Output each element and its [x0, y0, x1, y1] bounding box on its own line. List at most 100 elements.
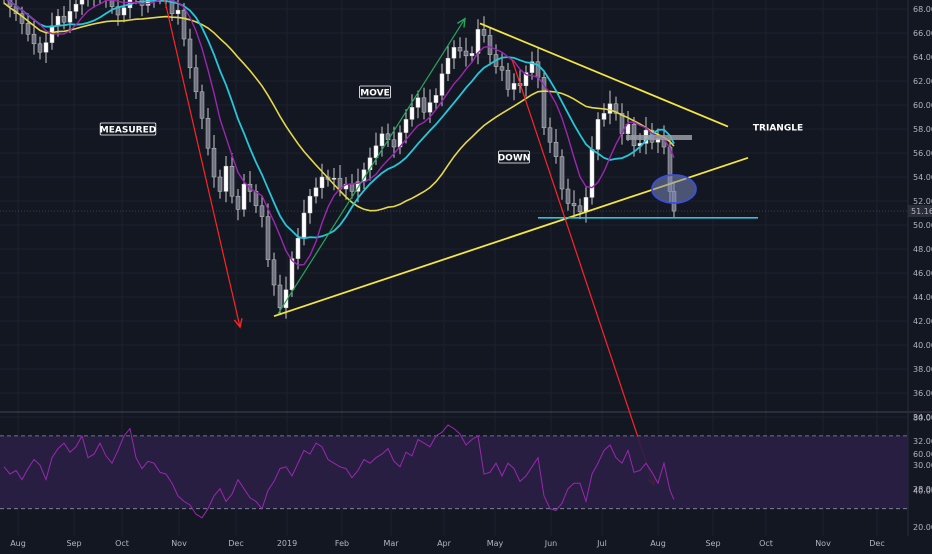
oscillator-axis-label: 60.00 [913, 450, 932, 459]
price-axis-label: 30.00 [913, 461, 932, 470]
time-axis-label: Feb [335, 539, 349, 548]
candle-body [373, 145, 379, 159]
candle-body [463, 50, 469, 57]
candle-body [67, 11, 73, 23]
candle-body [625, 123, 631, 135]
price-axis-label: 46.00 [913, 269, 932, 278]
candle-body [313, 187, 319, 197]
candle-body [223, 165, 229, 192]
candle-body [415, 97, 421, 108]
candle-body [367, 157, 373, 171]
time-axis-label: Oct [759, 539, 773, 548]
candle-body [205, 117, 211, 149]
price-axis-label: 28.00 [913, 485, 932, 494]
oscillator-band [0, 435, 908, 509]
candle-body [79, 0, 85, 5]
move-arrow-up-head [456, 17, 466, 28]
candle-body [331, 177, 337, 180]
measured-arrow-down[interactable] [164, 0, 241, 328]
candle-body [511, 83, 517, 90]
time-axis-label: Oct [115, 539, 129, 548]
price-axis-label: 38.00 [913, 365, 932, 374]
price-axis-label: 40.00 [913, 341, 932, 350]
candle-body [439, 73, 445, 96]
ema-line [6, 0, 675, 240]
sma-line [6, 0, 675, 266]
annotation-box [498, 150, 530, 164]
candle-body [295, 237, 301, 259]
breakout-ellipse[interactable] [651, 174, 697, 204]
time-axis-label: Mar [383, 539, 399, 548]
candle-body [403, 119, 409, 133]
candle-body [175, 9, 181, 15]
candle-body [61, 15, 67, 23]
price-axis-label: 44.00 [913, 293, 932, 302]
triangle-upper-trendline[interactable] [479, 22, 729, 128]
candle-body [433, 95, 439, 103]
candle-body [583, 197, 589, 213]
oscillator-axis-label: 40.00 [913, 486, 932, 495]
candle-body [547, 127, 553, 143]
candle-body [289, 258, 295, 291]
candle-body [43, 42, 49, 53]
candle-body [217, 176, 223, 192]
resistance-zone[interactable] [626, 135, 692, 140]
annotation-label: MEASURED [100, 126, 156, 136]
time-axis-label: Nov [171, 539, 187, 548]
time-axis-label: Sep [66, 539, 81, 548]
price-axis-label: 32.00 [913, 437, 932, 446]
time-axis-label: May [487, 539, 504, 548]
candle-body [55, 15, 61, 27]
candle-body [187, 38, 193, 69]
price-axis-label: 68.00 [913, 5, 932, 14]
candle-body [37, 43, 43, 53]
oscillator-axis-label: 80.00 [913, 414, 932, 423]
candle-body [571, 203, 577, 207]
candle-body [523, 72, 529, 87]
candle-body [409, 107, 415, 120]
candle-body [181, 9, 187, 40]
time-axis-label: Dec [228, 539, 243, 548]
move-arrow-up[interactable] [277, 18, 466, 315]
oscillator-line [3, 424, 675, 519]
candle-body [445, 57, 451, 75]
price-axis-label: 60.00 [913, 101, 932, 110]
candle-body [469, 53, 475, 57]
time-axis-label: Jun [544, 539, 558, 548]
current-price-badge [908, 205, 932, 218]
candle-body [565, 188, 571, 204]
candle-body [595, 119, 601, 150]
candle-body [577, 205, 583, 213]
price-axis-label: 66.00 [913, 29, 932, 38]
candle-body [349, 183, 355, 192]
price-axis-label: 50.00 [913, 221, 932, 230]
time-axis-label: Apr [437, 539, 452, 548]
candle-body [559, 156, 565, 190]
candle-body [301, 212, 307, 239]
time-axis-label: Aug [650, 539, 666, 548]
time-axis-label: 2019 [277, 539, 297, 548]
candle-body [259, 205, 265, 217]
annotation-box [359, 85, 391, 99]
candle-body [607, 103, 613, 114]
time-axis-label: Aug [10, 539, 26, 548]
price-axis-label: 64.00 [913, 53, 932, 62]
candle-body [307, 195, 313, 214]
candle-body [499, 66, 505, 71]
candle-body [601, 113, 607, 120]
candle-body [391, 139, 397, 148]
candle-body [199, 91, 205, 119]
oscillator-axis-label: 20.00 [913, 523, 932, 532]
annotation-label: TRIANGLE [753, 124, 803, 134]
candle-body [235, 195, 241, 210]
target-arrow-down[interactable] [511, 59, 655, 486]
annotation-label: MOVE [360, 89, 389, 99]
current-price-label: 51.16 [911, 207, 932, 216]
price-axis-label: 42.00 [913, 317, 932, 326]
candle-body [421, 97, 427, 113]
price-axis-label: 58.00 [913, 125, 932, 134]
price-axis-label: 62.00 [913, 77, 932, 86]
price-axis-label: 54.00 [913, 173, 932, 182]
